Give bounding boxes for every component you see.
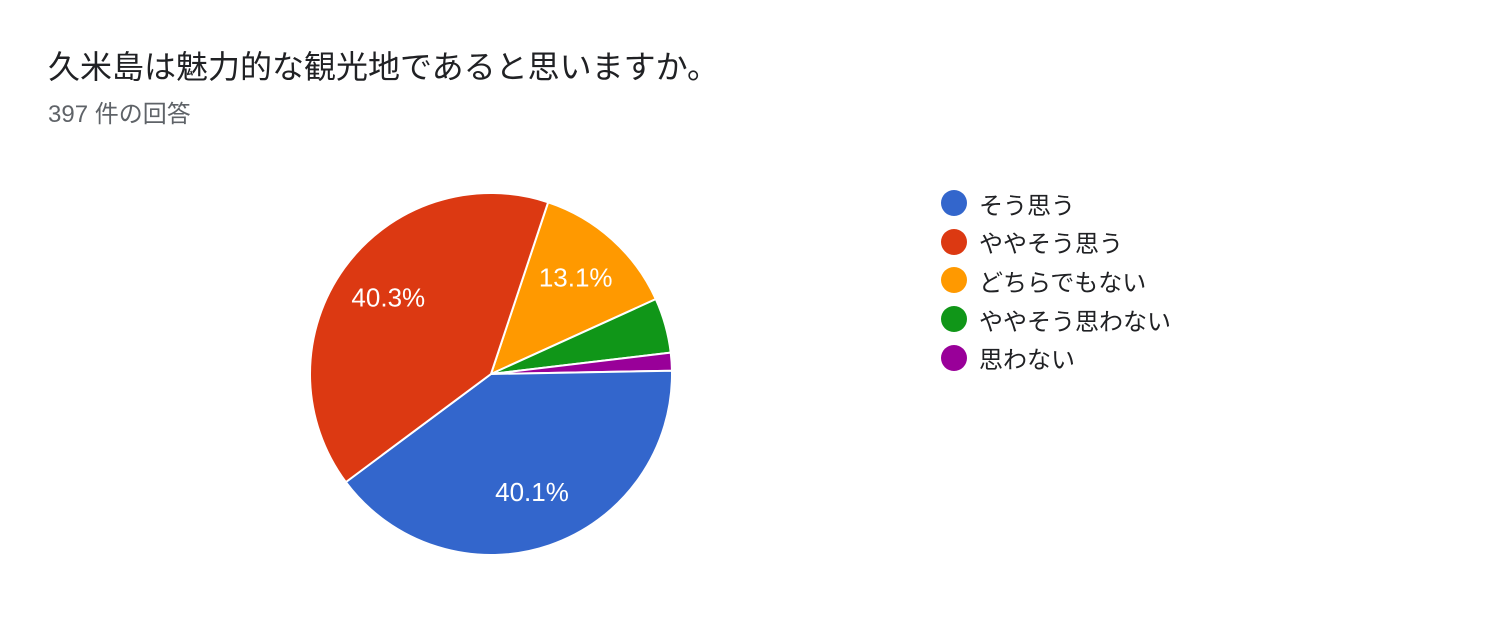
svg-text:40.3%: 40.3% — [351, 283, 425, 313]
svg-text:13.1%: 13.1% — [539, 263, 613, 293]
svg-text:40.1%: 40.1% — [495, 477, 569, 507]
